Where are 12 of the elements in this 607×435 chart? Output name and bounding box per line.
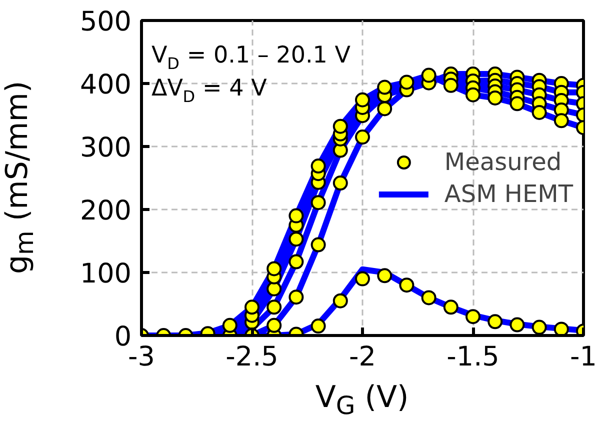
y-tick-label: 500	[80, 6, 132, 38]
y-tick-label: 300	[80, 132, 132, 164]
y-tick-label: 200	[80, 196, 132, 226]
x-tick-label: -1	[570, 342, 597, 372]
y-tick-label: 400	[80, 70, 132, 100]
x-tick-label: -2	[349, 342, 376, 372]
x-tick-label: -2.5	[226, 342, 278, 372]
legend-label: ASM HEMT	[444, 180, 573, 208]
x-axis-title: V$_{G}$ (V)	[314, 380, 410, 422]
legend-label: Measured	[444, 148, 562, 176]
y-tick-label: 100	[80, 258, 132, 290]
x-tick-label: -1.5	[446, 342, 500, 372]
